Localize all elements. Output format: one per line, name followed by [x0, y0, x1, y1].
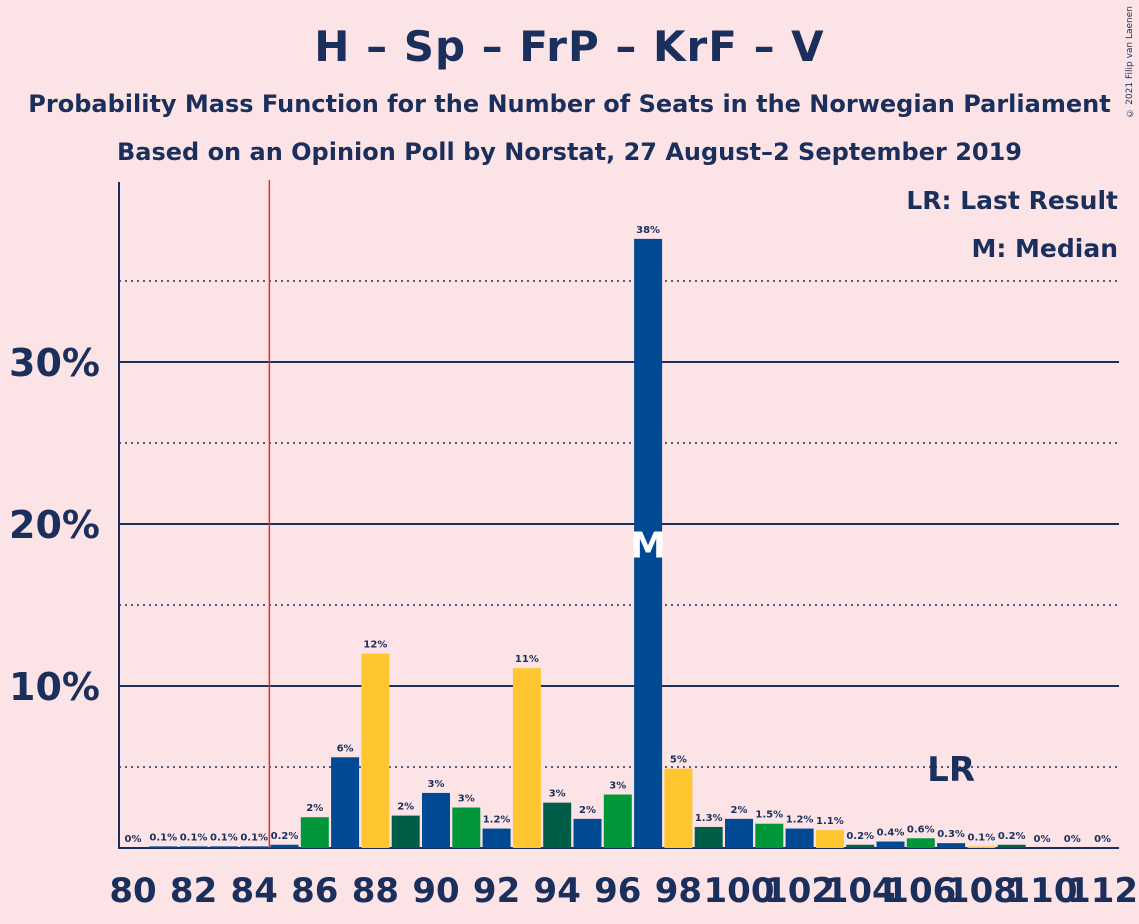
bar-value-label: 0.2% — [271, 831, 299, 842]
bar-value-label: 2% — [579, 805, 596, 816]
x-tick-label: 84 — [231, 871, 278, 911]
bar-value-label: 0% — [125, 834, 142, 845]
y-tick-label: 20% — [9, 503, 100, 547]
bar-89 — [391, 815, 420, 848]
bar-86 — [300, 817, 329, 848]
bar-83 — [209, 846, 238, 848]
x-tick-label: 110 — [1007, 871, 1078, 911]
bar-97 — [634, 238, 663, 848]
bar-value-label: 6% — [337, 743, 354, 754]
x-tick-label: 94 — [534, 871, 581, 911]
bar-value-label: 0% — [1034, 834, 1051, 845]
chart-subtitle-1: Probability Mass Function for the Number… — [28, 90, 1111, 118]
bar-104 — [846, 844, 875, 848]
bar-value-label: 0.6% — [907, 824, 935, 835]
bar-84 — [240, 846, 269, 848]
bar-value-label: 1.2% — [786, 815, 814, 826]
bar-value-label: 11% — [515, 654, 539, 665]
x-tick-label: 102 — [764, 871, 835, 911]
x-tick-label: 92 — [473, 871, 520, 911]
bar-109 — [997, 844, 1026, 848]
bar-value-label: 0% — [1094, 834, 1111, 845]
bar-93 — [512, 668, 541, 848]
bar-87 — [331, 757, 360, 848]
bar-90 — [422, 792, 450, 848]
x-tick-label: 112 — [1067, 871, 1138, 911]
bar-101 — [755, 823, 784, 848]
bar-value-label: 12% — [363, 640, 387, 651]
bar-value-label: 0.2% — [998, 831, 1026, 842]
y-tick-label: 30% — [9, 341, 100, 385]
x-tick-label: 80 — [109, 871, 156, 911]
bar-98 — [664, 768, 693, 848]
bar-value-label: 1.2% — [483, 815, 511, 826]
bar-81 — [149, 846, 178, 848]
bar-value-label: 3% — [549, 789, 566, 800]
bar-value-label: 3% — [428, 779, 445, 790]
bar-95 — [573, 818, 602, 848]
bar-value-label: 2% — [397, 802, 414, 813]
median-marker: M — [630, 525, 666, 566]
bar-99 — [694, 826, 723, 848]
legend-median: M: Median — [971, 234, 1118, 263]
bar-value-label: 2% — [731, 805, 748, 816]
y-tick-label: 10% — [9, 665, 100, 709]
bar-value-label: 0.2% — [846, 831, 874, 842]
bar-94 — [543, 802, 572, 848]
x-tick-label: 100 — [704, 871, 775, 911]
bar-88 — [361, 653, 390, 848]
x-tick-label: 104 — [825, 871, 896, 911]
bar-value-label: 0.1% — [210, 832, 238, 843]
x-tick-label: 88 — [352, 871, 399, 911]
bar-value-label: 0.1% — [968, 832, 996, 843]
chart-subtitle-2: Based on an Opinion Poll by Norstat, 27 … — [116, 138, 1022, 166]
x-tick-label: 86 — [291, 871, 338, 911]
bar-96 — [603, 794, 632, 848]
bar-value-label: 1.5% — [755, 810, 783, 821]
bar-85 — [270, 844, 299, 848]
chart-title: H – Sp – FrP – KrF – V — [314, 22, 825, 71]
bar-82 — [179, 846, 208, 848]
bar-value-label: 3% — [458, 794, 475, 805]
bar-102 — [785, 828, 814, 848]
bar-107 — [937, 843, 966, 848]
bar-92 — [482, 828, 511, 848]
x-tick-label: 96 — [594, 871, 641, 911]
bar-91 — [452, 807, 481, 848]
bar-value-label: 38% — [636, 225, 660, 236]
legend-last-result: LR: Last Result — [906, 186, 1118, 215]
bar-value-label: 0.1% — [240, 832, 268, 843]
bar-105 — [876, 841, 905, 848]
bar-100 — [725, 818, 753, 848]
bar-value-label: 0.3% — [937, 829, 965, 840]
bar-value-label: 5% — [670, 755, 687, 766]
bar-value-label: 0% — [1064, 834, 1081, 845]
bar-108 — [967, 846, 996, 848]
last-result-marker: LR — [927, 750, 975, 790]
bar-value-label: 0.4% — [877, 828, 905, 839]
x-tick-label: 106 — [885, 871, 956, 911]
bar-value-label: 2% — [306, 803, 323, 814]
bar-value-label: 0.1% — [180, 832, 208, 843]
bar-value-label: 0.1% — [149, 832, 177, 843]
bar-value-label: 1.1% — [816, 816, 844, 827]
x-tick-label: 108 — [946, 871, 1017, 911]
bar-106 — [906, 838, 935, 848]
x-tick-label: 82 — [170, 871, 217, 911]
bar-value-label: 3% — [609, 781, 626, 792]
bar-value-label: 1.3% — [695, 813, 723, 824]
x-tick-label: 90 — [412, 871, 459, 911]
x-tick-label: 98 — [655, 871, 702, 911]
bar-103 — [815, 830, 844, 848]
